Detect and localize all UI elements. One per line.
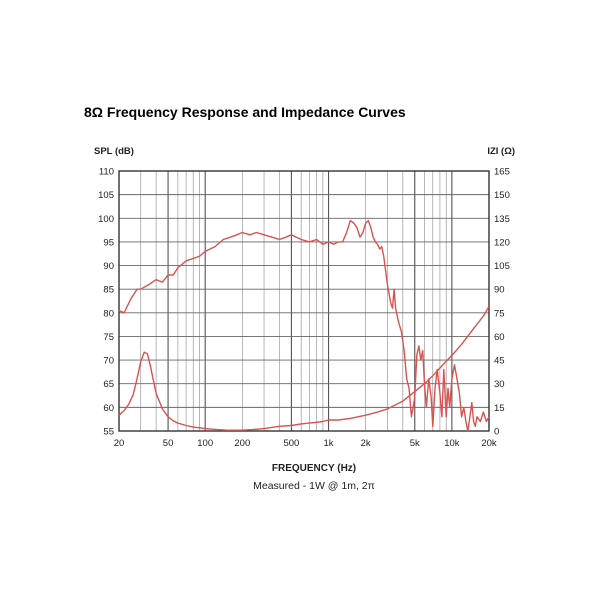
y2-tick-label: 60 (494, 332, 505, 343)
y2-tick-label: 90 (494, 285, 505, 296)
y2-tick-label: 120 (494, 237, 510, 248)
y-tick-label: 65 (103, 379, 114, 390)
y2-tick-label: 135 (494, 214, 510, 225)
x-tick-label: 5k (410, 438, 420, 449)
y-tick-label: 90 (103, 261, 114, 272)
y-tick-label: 55 (103, 427, 114, 438)
x-tick-label: 200 (234, 438, 250, 449)
x-tick-label: 50 (163, 438, 174, 449)
chart-title: 8Ω Frequency Response and Impedance Curv… (84, 104, 406, 120)
y2-tick-label: 105 (494, 261, 510, 272)
y-tick-label: 105 (98, 190, 114, 201)
x-tick-label: 2k (361, 438, 371, 449)
y2-tick-label: 15 (494, 403, 505, 414)
y-tick-label: 95 (103, 237, 114, 248)
y-axis-label: SPL (dB) (94, 146, 134, 157)
x-tick-label: 500 (283, 438, 299, 449)
y-tick-label: 100 (98, 214, 114, 225)
x-tick-label: 20 (114, 438, 125, 449)
impedance-curve (118, 306, 490, 431)
y2-tick-label: 150 (494, 190, 510, 201)
y-tick-label: 75 (103, 332, 114, 343)
x-tick-label: 20k (481, 438, 497, 449)
y2-tick-label: 0 (494, 427, 499, 438)
y2-tick-label: 165 (494, 167, 510, 178)
y2-tick-label: 75 (494, 308, 505, 319)
y2-axis-label: IZI (Ω) (487, 146, 515, 157)
x-tick-label: 100 (197, 438, 213, 449)
y-tick-label: 80 (103, 308, 114, 319)
y-tick-label: 85 (103, 285, 114, 296)
y2-tick-label: 30 (494, 379, 505, 390)
measurement-note: Measured - 1W @ 1m, 2π (253, 480, 375, 492)
x-axis-label: FREQUENCY (Hz) (272, 463, 356, 474)
x-tick-label: 1k (324, 438, 334, 449)
plot-frame (118, 170, 490, 432)
y2-tick-label: 45 (494, 356, 505, 367)
y-tick-label: 60 (103, 403, 114, 414)
y-tick-label: 110 (99, 167, 114, 178)
y-tick-label: 70 (103, 356, 114, 367)
spl-curve (118, 219, 490, 432)
x-tick-label: 10k (444, 438, 460, 449)
